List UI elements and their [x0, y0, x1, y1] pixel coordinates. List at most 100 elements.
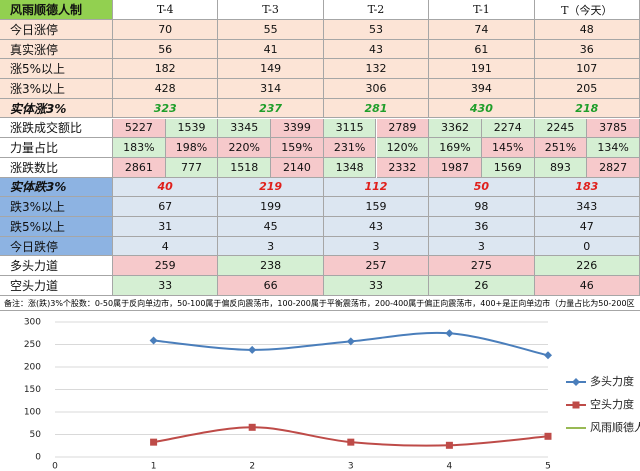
table-cell: 2827	[587, 157, 640, 178]
table-cell: 159	[323, 197, 430, 217]
table-cell: 31	[113, 217, 219, 237]
row-label: 力量占比	[0, 138, 113, 158]
legend-label: 风雨顺德人	[590, 420, 640, 434]
table-cell: 199	[218, 197, 324, 217]
table-cell: 3	[429, 236, 535, 257]
x-tick-label: 2	[249, 462, 255, 471]
table-cell: 394	[429, 79, 535, 99]
row-label: 今日涨停	[0, 20, 113, 40]
table-cell: 3345	[218, 118, 272, 139]
table-cell: 120%	[376, 138, 430, 158]
table-cell: 33	[113, 276, 219, 296]
row-label: 跌3%以上	[0, 197, 113, 217]
row-label: 实体涨3%	[0, 98, 113, 119]
legend-label: 多头力度	[590, 374, 634, 388]
row-label: 涨3%以上	[0, 79, 113, 99]
point	[544, 432, 552, 440]
table-cell: 2789	[376, 118, 430, 139]
x-tick-label: 1	[151, 462, 157, 471]
table-cell: 0	[534, 236, 640, 257]
table-cell: 66	[218, 276, 324, 296]
table-cell: 1539	[165, 118, 219, 139]
table-cell: 169%	[429, 138, 482, 158]
row-label: 涨跌数比	[0, 157, 113, 178]
table-cell: 3	[323, 236, 430, 257]
point	[347, 438, 355, 446]
table-cell: 2140	[271, 157, 324, 178]
table-cell: 259	[113, 256, 219, 277]
table-cell: 220%	[218, 138, 272, 158]
table-cell: 132	[323, 59, 430, 80]
table-cell: 281	[323, 98, 430, 119]
table-cell: 50	[429, 177, 535, 198]
header-cell: T（今天）	[534, 0, 640, 20]
y-tick-label: 50	[30, 430, 42, 440]
table-cell: 5227	[113, 118, 166, 139]
row-label: 跌5%以上	[0, 217, 113, 237]
table-cell: 430	[429, 98, 535, 119]
legend-marker	[572, 401, 580, 409]
table-cell: 428	[113, 79, 219, 99]
table-cell: 45	[218, 217, 324, 237]
table-cell: 1569	[481, 157, 535, 178]
row-label: 实体跌3%	[0, 177, 113, 198]
y-tick-label: 200	[24, 363, 41, 373]
table-cell: 112	[323, 177, 430, 198]
table-cell: 323	[113, 98, 219, 119]
table-cell: 41	[218, 39, 324, 60]
header-cell: T-4	[113, 0, 219, 20]
table-cell: 1348	[323, 157, 377, 178]
table-cell: 3362	[429, 118, 482, 139]
table-cell: 275	[429, 256, 535, 277]
table-cell: 43	[323, 217, 430, 237]
legend-label: 空头力度	[590, 397, 634, 411]
table-cell: 43	[323, 39, 430, 60]
series-line	[153, 331, 549, 357]
table-cell: 3399	[271, 118, 324, 139]
table-cell: 219	[218, 177, 324, 198]
table-cell: 3	[218, 236, 324, 257]
table-cell: 107	[534, 59, 640, 80]
point	[544, 351, 552, 360]
legend-marker	[572, 378, 580, 386]
x-tick-label: 3	[348, 462, 354, 471]
series-line	[153, 426, 549, 447]
point	[445, 441, 453, 449]
row-label: 涨5%以上	[0, 59, 113, 80]
table-cell: 61	[429, 39, 535, 60]
point	[248, 345, 257, 354]
y-tick-label: 0	[35, 453, 41, 463]
point	[150, 438, 158, 446]
table-cell: 70	[113, 20, 219, 40]
table-cell: 40	[113, 177, 219, 198]
table-cell: 98	[429, 197, 535, 217]
table-cell: 67	[113, 197, 219, 217]
table-cell: 145%	[481, 138, 535, 158]
y-tick-label: 100	[24, 408, 41, 418]
x-tick-label: 5	[545, 462, 551, 471]
table-cell: 4	[113, 236, 219, 257]
row-label: 空头力道	[0, 276, 113, 296]
table-cell: 251%	[534, 138, 588, 158]
table-cell: 191	[429, 59, 535, 80]
table-cell: 777	[165, 157, 219, 178]
table-cell: 237	[218, 98, 324, 119]
table-cell: 1987	[429, 157, 482, 178]
y-tick-label: 300	[24, 318, 41, 328]
note: 备注：涨(跌)3%个股数：0-50属于反向单边市，50-100属于偏反向震荡市，…	[0, 296, 640, 311]
table-cell: 3115	[323, 118, 377, 139]
table-cell: 314	[218, 79, 324, 99]
x-tick-label: 4	[447, 462, 453, 471]
table-cell: 159%	[271, 138, 324, 158]
table-cell: 56	[113, 39, 219, 60]
header-cell: T-3	[218, 0, 324, 20]
table-cell: 306	[323, 79, 430, 99]
table-cell: 1518	[218, 157, 272, 178]
table-cell: 36	[429, 217, 535, 237]
row-label: 多头力道	[0, 256, 113, 277]
table-cell: 2245	[534, 118, 588, 139]
table-cell: 46	[534, 276, 640, 296]
table-cell: 182	[113, 59, 219, 80]
table-cell: 2861	[113, 157, 166, 178]
